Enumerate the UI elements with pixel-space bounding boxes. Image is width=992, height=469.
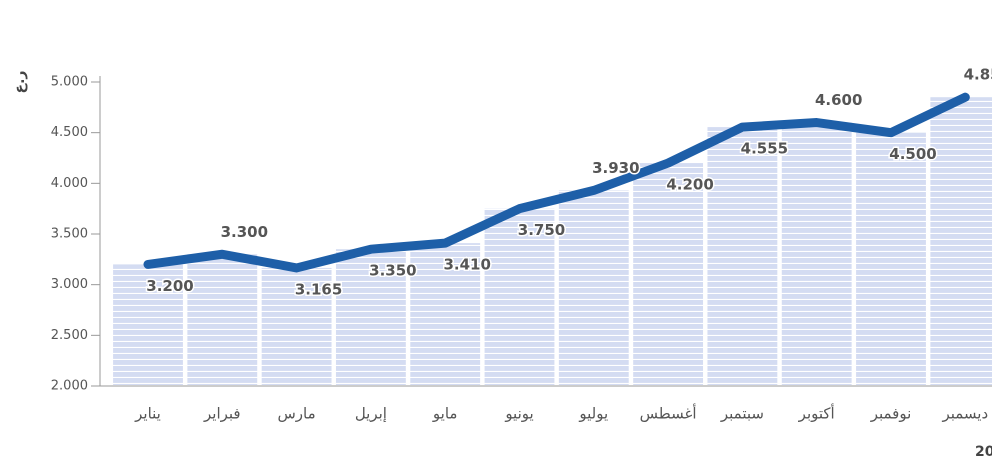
value-label: 4.850 — [964, 66, 992, 84]
x-tick-label: مايو — [432, 405, 458, 423]
coin-stack — [484, 208, 555, 385]
y-tick-label: 2.000 — [51, 379, 88, 394]
x-tick-label: ديسمبر — [941, 405, 988, 423]
value-label: 3.930 — [592, 159, 639, 177]
x-axis-title: شهر 2015 — [975, 444, 992, 460]
x-tick-label: يونيو — [504, 405, 533, 423]
y-tick-label: 2.500 — [51, 328, 88, 343]
y-tick-label: 3.500 — [51, 227, 88, 242]
line — [143, 92, 970, 273]
coin-stack — [930, 97, 992, 385]
y-tick-label: 4.000 — [51, 176, 88, 191]
value-label: 3.350 — [369, 262, 416, 280]
x-tick-label: سبتمبر — [720, 405, 764, 423]
y-tick-label: 3.000 — [51, 277, 88, 292]
value-label: 3.750 — [518, 221, 565, 239]
y-tick-label: 5.000 — [51, 75, 88, 90]
y-tick-label: 4.500 — [51, 125, 88, 140]
coin-stack — [633, 163, 704, 385]
coin-stack — [335, 249, 406, 385]
coin-stack — [558, 190, 629, 385]
coin-stack — [410, 243, 481, 385]
value-label: 3.300 — [221, 223, 268, 241]
x-tick-label: فبراير — [203, 405, 241, 423]
coin-stack — [707, 127, 778, 386]
value-label: 4.555 — [741, 140, 788, 158]
coin-stack — [113, 264, 183, 385]
value-label: 4.600 — [815, 91, 862, 109]
coin-stack — [856, 132, 926, 385]
x-tick-label: إبريل — [355, 405, 387, 423]
value-label: 4.200 — [666, 176, 713, 194]
coin-stack — [781, 122, 852, 386]
x-tick-label: مارس — [278, 405, 316, 423]
value-label: 3.165 — [295, 280, 342, 298]
y-axis-title: ر.ع — [12, 71, 28, 94]
x-tick-label: يوليو — [578, 405, 608, 423]
x-tick-label: أكتوبر — [798, 404, 835, 423]
coin-stack — [187, 254, 258, 385]
x-tick-label: يناير — [134, 405, 161, 423]
coin-stack — [261, 267, 332, 385]
value-label: 4.500 — [889, 145, 936, 163]
x-tick-label: نوفمبر — [870, 405, 912, 423]
value-label: 3.410 — [443, 256, 490, 274]
value-label: 3.200 — [146, 277, 193, 295]
x-tick-label: أغسطس — [640, 404, 697, 423]
